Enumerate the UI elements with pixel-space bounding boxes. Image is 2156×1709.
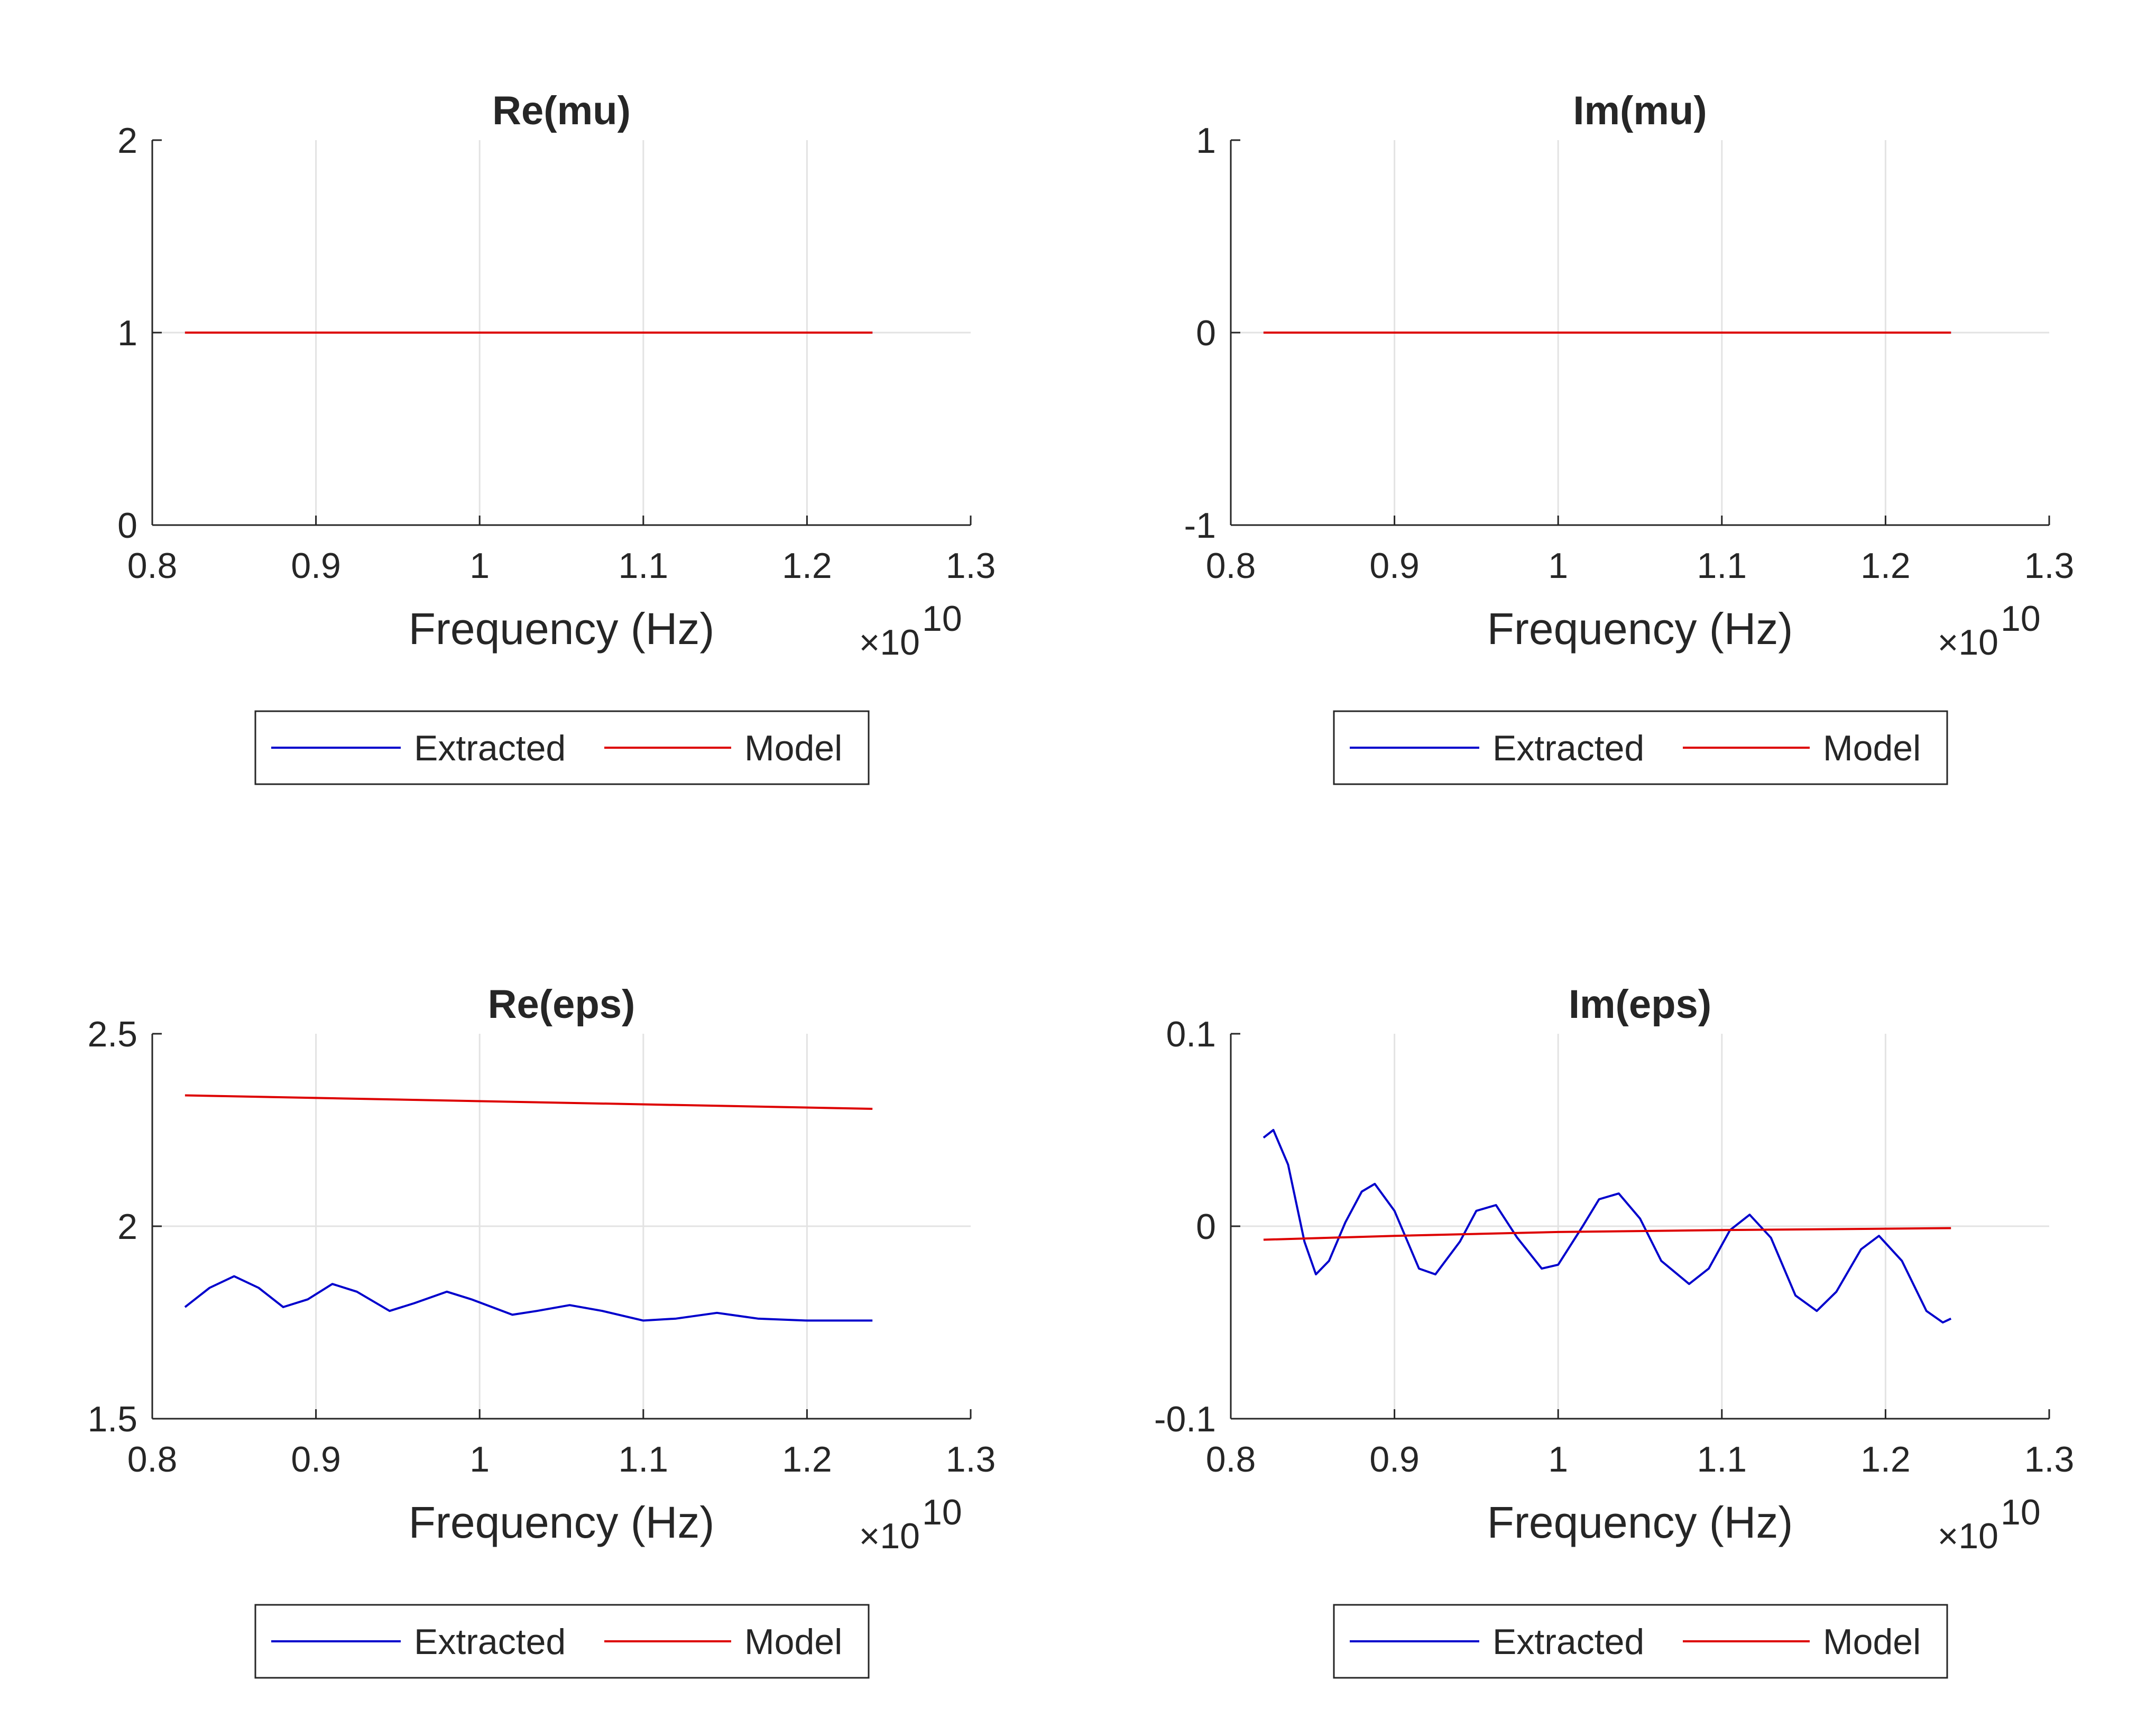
x-tick-label: 1.2 xyxy=(782,546,832,586)
y-tick-label: 2 xyxy=(117,121,137,161)
x-tick-label: 0.8 xyxy=(127,546,178,586)
legend-label-extracted: Extracted xyxy=(414,728,566,768)
chart-title: Im(eps) xyxy=(1569,982,1711,1027)
x-exponent: 10 xyxy=(2001,599,2041,639)
chart-panel-4: 0.8 0.9 1 1.1 1.2 1.3 -0.1 0 0.1 Im(eps) Frequency… xyxy=(1154,982,2075,1679)
legend-label-extracted: Extracted xyxy=(414,1622,566,1662)
legend-label-model: Model xyxy=(1823,1622,1921,1662)
x-axis-label: Frequency (Hz) xyxy=(1487,1497,1793,1547)
x-tick-label: 0.8 xyxy=(1206,1439,1256,1480)
x-exponent: 10 xyxy=(2001,1492,2041,1532)
y-tick-label: -0.1 xyxy=(1154,1399,1216,1439)
x-axis-label: Frequency (Hz) xyxy=(1487,604,1793,654)
y-tick-label: 2 xyxy=(117,1207,137,1247)
legend: Extracted Model xyxy=(254,710,870,785)
x-multiplier: ×10 xyxy=(859,622,920,663)
x-tick-label: 1.3 xyxy=(2024,1439,2075,1480)
x-tick-label: 1.1 xyxy=(1697,1439,1747,1480)
x-tick-label: 1 xyxy=(469,546,490,586)
y-tick-label: 2.5 xyxy=(87,1014,137,1054)
chart-panel-1: 0.8 0.9 1 1.1 1.2 1.3 0 1 2 Re(mu) Frequency (Hz) ×… xyxy=(117,88,996,785)
x-tick-label: 1.1 xyxy=(619,1439,669,1480)
x-tick-label: 0.9 xyxy=(1369,546,1420,586)
legend-label-model: Model xyxy=(1823,728,1921,768)
x-tick-label: 0.8 xyxy=(1206,546,1256,586)
x-exponent: 10 xyxy=(922,599,962,639)
x-tick-label: 1.2 xyxy=(782,1439,832,1480)
x-tick-label: 1.3 xyxy=(946,546,996,586)
x-multiplier: ×10 xyxy=(1938,1516,1998,1556)
y-tick-label: 1 xyxy=(117,313,137,353)
chart-panel-3: 0.8 0.9 1 1.1 1.2 1.3 1.5 2 2.5 Re(eps) Frequency … xyxy=(87,982,996,1679)
chart-title: Im(mu) xyxy=(1573,88,1707,133)
series-line-model xyxy=(1263,1227,1951,1241)
x-axis-label: Frequency (Hz) xyxy=(409,1497,715,1547)
x-axis-label: Frequency (Hz) xyxy=(409,604,715,654)
y-tick-label: 0 xyxy=(117,506,137,546)
series-line-extracted xyxy=(1263,1129,1952,1324)
x-tick-label: 0.9 xyxy=(291,1439,341,1480)
x-tick-label: 0.8 xyxy=(127,1439,178,1480)
chart-title: Re(eps) xyxy=(488,982,635,1027)
chart-panel-2: 0.8 0.9 1 1.1 1.2 1.3 -1 0 1 Im(mu) Frequency (Hz)… xyxy=(1184,88,2075,785)
x-tick-label: 1.2 xyxy=(1860,1439,1911,1480)
y-tick-label: 0 xyxy=(1196,313,1216,353)
series-line-extracted xyxy=(184,1275,873,1322)
x-exponent: 10 xyxy=(922,1492,962,1532)
x-tick-label: 1.3 xyxy=(2024,546,2075,586)
series-line-model xyxy=(185,1094,873,1110)
legend-box xyxy=(254,710,870,785)
legend-label-model: Model xyxy=(744,728,842,768)
x-tick-label: 1 xyxy=(469,1439,490,1480)
y-tick-label: 0 xyxy=(1196,1207,1216,1247)
x-tick-label: 1.3 xyxy=(946,1439,996,1480)
y-tick-label: 1 xyxy=(1196,121,1216,161)
x-tick-label: 0.9 xyxy=(1369,1439,1420,1480)
legend-label-extracted: Extracted xyxy=(1492,728,1644,768)
legend-box xyxy=(1333,1604,1948,1679)
x-tick-label: 1.1 xyxy=(1697,546,1747,586)
legend: Extracted Model xyxy=(254,1604,870,1679)
x-tick-label: 1 xyxy=(1548,546,1568,586)
legend-label-model: Model xyxy=(744,1622,842,1662)
legend: Extracted Model xyxy=(1333,1604,1948,1679)
x-multiplier: ×10 xyxy=(1938,622,1998,663)
x-tick-label: 1 xyxy=(1548,1439,1568,1480)
legend-label-extracted: Extracted xyxy=(1492,1622,1644,1662)
x-tick-label: 1.2 xyxy=(1860,546,1911,586)
y-tick-label: -1 xyxy=(1184,506,1216,546)
legend: Extracted Model xyxy=(1333,710,1948,785)
x-multiplier: ×10 xyxy=(859,1516,920,1556)
x-tick-label: 0.9 xyxy=(291,546,341,586)
y-tick-label: 0.1 xyxy=(1166,1014,1216,1054)
chart-title: Re(mu) xyxy=(492,88,631,133)
x-tick-label: 1.1 xyxy=(619,546,669,586)
y-tick-label: 1.5 xyxy=(87,1399,137,1439)
